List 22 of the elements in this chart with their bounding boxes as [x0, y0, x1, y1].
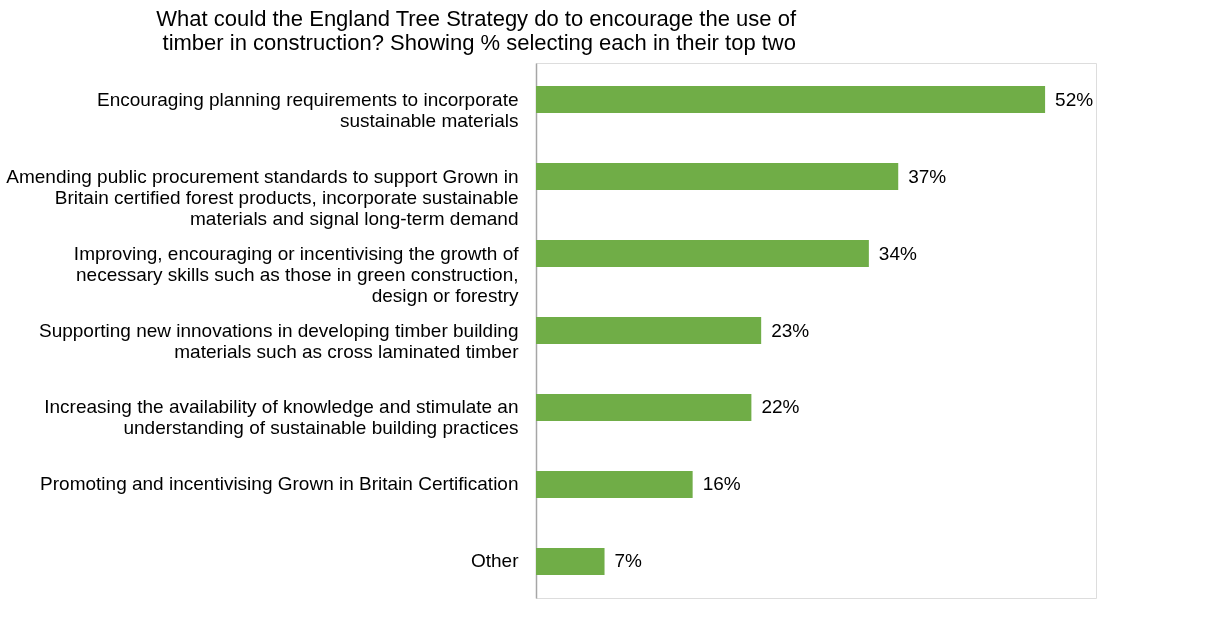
- y-tick-label: Other: [470, 550, 520, 572]
- y-tick-label: Amending public procurement standards to support Grown in Britain certified forest products, incorporate sustainable materials and signal long-term demand: [6, 165, 519, 229]
- data-label: 16%: [702, 473, 741, 495]
- data-label: 34%: [878, 242, 917, 264]
- data-label: 7%: [614, 550, 643, 572]
- bar: [536, 240, 869, 267]
- bar: [536, 317, 762, 344]
- y-tick-label: Encouraging planning requirements to incorporate sustainable materials: [97, 88, 519, 131]
- bar: [536, 394, 752, 421]
- chart-title: What could the England Tree Strategy do to encourage the use of timber in construction? Showing % selecting each in their top two: [156, 6, 797, 55]
- data-label: 37%: [908, 165, 947, 187]
- data-label: 22%: [761, 396, 800, 418]
- data-label: 52%: [1055, 88, 1094, 110]
- bar: [536, 86, 1046, 114]
- bar: [536, 470, 693, 498]
- y-tick-label: Supporting new innovations in developing timber building materials such as cross laminated timber: [38, 319, 520, 362]
- y-tick-label: Improving, encouraging or incentivising the growth of necessary skills such as those in green construction, design or forestry: [73, 242, 520, 306]
- bar: [536, 163, 899, 191]
- data-label: 23%: [771, 319, 810, 341]
- y-tick-label: Promoting and incentivising Grown in Britain Certification: [40, 473, 519, 495]
- bar: [536, 547, 605, 575]
- y-tick-label: Increasing the availability of knowledge and stimulate an understanding of sustainable building practices: [44, 396, 519, 439]
